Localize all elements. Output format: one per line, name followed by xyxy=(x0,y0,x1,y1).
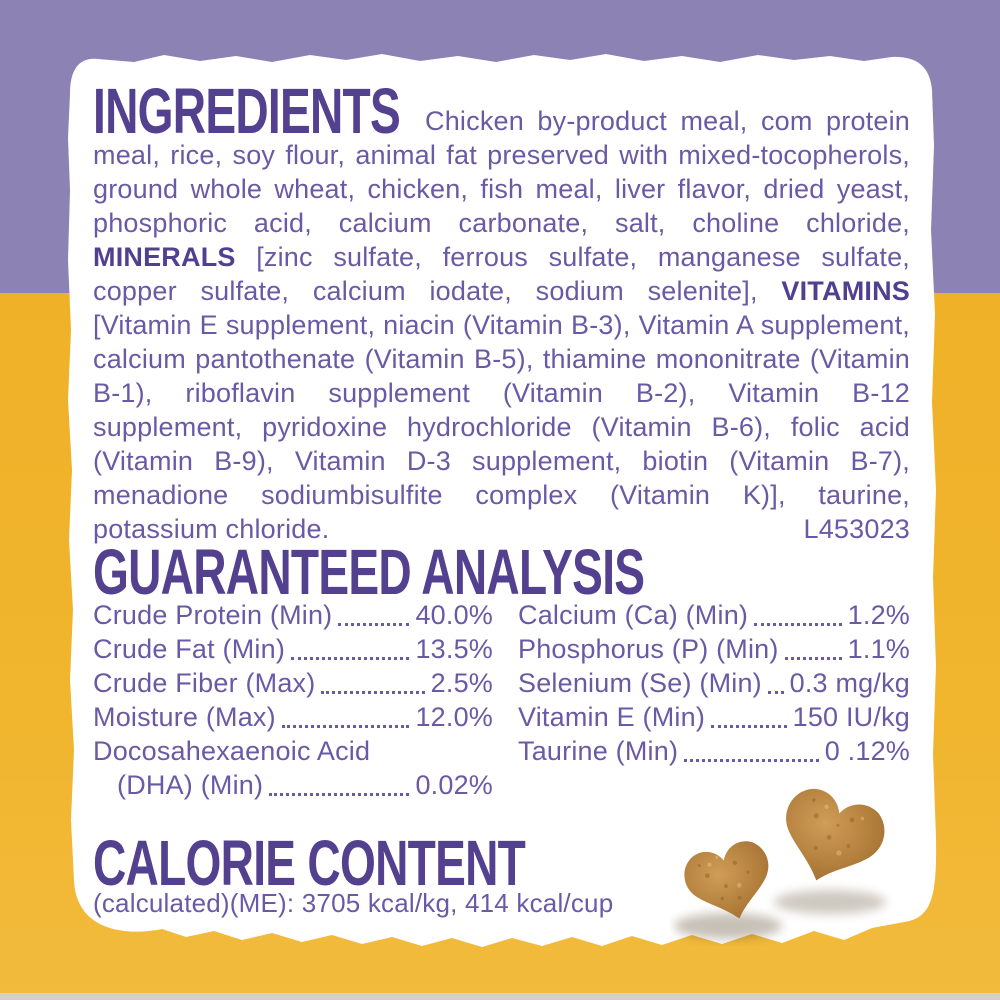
analysis-left-column: Crude Protein (Min) 40.0% Crude Fat (Min… xyxy=(93,600,493,804)
analysis-label: Moisture (Max) xyxy=(93,702,276,732)
lot-code: L453023 xyxy=(803,514,910,544)
analysis-row: (DHA) (Min) 0.02% xyxy=(93,770,493,804)
ingredients-heading-text: INGREDIENTS xyxy=(93,75,401,147)
kibble-shadow xyxy=(774,890,886,914)
analysis-label: Crude Protein (Min) xyxy=(93,600,333,630)
analysis-row: Selenium (Se) (Min) 0.3 mg/kg xyxy=(518,668,910,702)
analysis-right-column: Calcium (Ca) (Min) 1.2% Phosphorus (P) (… xyxy=(518,600,910,770)
analysis-row: Calcium (Ca) (Min) 1.2% xyxy=(518,600,910,634)
dotted-leader xyxy=(338,623,410,626)
dotted-leader xyxy=(321,691,425,694)
analysis-value: 0 .12% xyxy=(824,736,910,766)
analysis-row: Crude Fiber (Max) 2.5% xyxy=(93,668,493,702)
ingredients-text: Chicken by-product meal, com protein mea… xyxy=(93,106,910,544)
analysis-value: 13.5% xyxy=(415,634,493,664)
bottom-edge-strip xyxy=(0,993,1000,1000)
analysis-label: Calcium (Ca) (Min) xyxy=(518,600,749,630)
analysis-value: 1.2% xyxy=(847,600,910,630)
analysis-value: 2.5% xyxy=(430,668,493,698)
analysis-row: Moisture (Max) 12.0% xyxy=(93,702,493,736)
analysis-row: Crude Protein (Min) 40.0% xyxy=(93,600,493,634)
analysis-row: Crude Fat (Min) 13.5% xyxy=(93,634,493,668)
analysis-label: Selenium (Se) (Min) xyxy=(518,668,762,698)
torn-paper-panel: INGREDIENTS Chicken by-product meal, com … xyxy=(64,50,937,948)
analysis-value: 1.1% xyxy=(847,634,910,664)
analysis-row: Phosphorus (P) (Min) 1.1% xyxy=(518,634,910,668)
guaranteed-analysis-heading-text: GUARANTEED ANALYSIS xyxy=(93,536,645,608)
analysis-label: Docosahexaenoic Acid xyxy=(93,736,371,766)
analysis-row: Vitamin E (Min) 150 IU/kg xyxy=(518,702,910,736)
ingredients-section: INGREDIENTS Chicken by-product meal, com … xyxy=(93,79,910,546)
analysis-label: Crude Fat (Min) xyxy=(93,634,286,664)
analysis-value: 40.0% xyxy=(415,600,493,630)
analysis-label: Phosphorus (P) (Min) xyxy=(518,634,779,664)
analysis-label: Taurine (Min) xyxy=(518,736,679,766)
dotted-leader xyxy=(754,623,842,626)
analysis-label: Crude Fiber (Max) xyxy=(93,668,316,698)
analysis-row: Docosahexaenoic Acid xyxy=(93,736,493,770)
dotted-leader xyxy=(684,759,819,762)
guaranteed-analysis-heading: GUARANTEED ANALYSIS xyxy=(93,540,793,604)
dotted-leader xyxy=(767,691,784,694)
analysis-row: Taurine (Min) 0 .12% xyxy=(518,736,910,770)
label-content: INGREDIENTS Chicken by-product meal, com … xyxy=(64,50,937,948)
torn-paper-shape xyxy=(68,54,937,947)
analysis-value: 12.0% xyxy=(415,702,493,732)
analysis-value: 0.02% xyxy=(415,770,493,800)
dotted-leader xyxy=(291,657,410,660)
dotted-leader xyxy=(784,657,842,660)
calorie-content-line: (calculated)(ME): 3705 kcal/kg, 414 kcal… xyxy=(93,888,614,918)
analysis-value: 0.3 mg/kg xyxy=(789,668,910,698)
dotted-leader xyxy=(269,793,410,796)
dotted-leader xyxy=(711,725,787,728)
kibble-shadow xyxy=(674,913,782,939)
kibble-hearts-icon xyxy=(674,788,886,939)
analysis-label: (DHA) (Min) xyxy=(117,770,264,800)
calorie-content-heading: CALORIE CONTENT xyxy=(93,831,793,895)
analysis-label: Vitamin E (Min) xyxy=(518,702,706,732)
dotted-leader xyxy=(281,725,410,728)
kibble-heart-left xyxy=(684,841,769,919)
calorie-content-heading-text: CALORIE CONTENT xyxy=(93,827,526,899)
kibble-heart-right xyxy=(786,788,885,881)
ingredients-heading: INGREDIENTS xyxy=(93,79,415,143)
analysis-value: 150 IU/kg xyxy=(792,702,910,732)
